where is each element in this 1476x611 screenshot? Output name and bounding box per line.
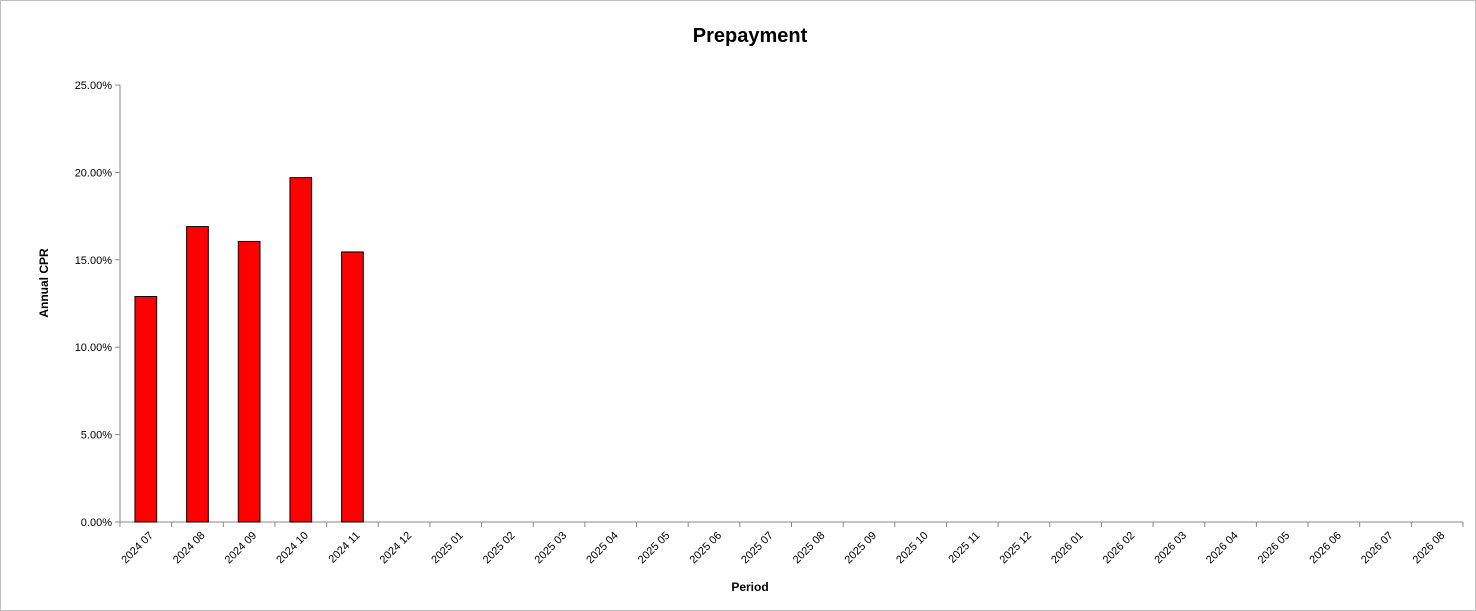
x-tick-label: 2026 07 <box>1359 530 1396 567</box>
x-tick-label: 2025 02 <box>481 530 518 567</box>
bar-2024-07 <box>134 296 158 523</box>
x-axis-title: Period <box>731 580 768 594</box>
x-tick-label: 2024 08 <box>171 530 208 567</box>
x-tick-label: 2024 07 <box>119 530 156 567</box>
bar-series <box>134 177 364 523</box>
x-tick-label: 2026 03 <box>1152 530 1189 567</box>
y-tick-label: 5.00% <box>81 430 112 442</box>
x-tick-label: 2026 08 <box>1411 530 1448 567</box>
x-tick-label: 2025 12 <box>997 530 1034 567</box>
x-tick-label: 2026 05 <box>1256 530 1293 567</box>
x-tick-label: 2024 09 <box>223 530 260 567</box>
bar-2024-08 <box>186 226 209 523</box>
x-tick-label: 2025 03 <box>533 530 570 567</box>
y-tick-label: 15.00% <box>75 255 113 267</box>
y-tick-label: 25.00% <box>75 80 113 92</box>
y-tick-label: 10.00% <box>75 342 113 354</box>
y-tick-label: 20.00% <box>75 167 113 179</box>
x-axis-ticks: 2024 07 2024 08 2024 09 2024 10 2024 11 2024 … <box>119 522 1464 567</box>
x-tick-label: 2025 04 <box>584 530 621 567</box>
x-tick-label: 2024 10 <box>274 530 311 567</box>
x-tick-label: 2026 06 <box>1307 530 1344 567</box>
x-tick-label: 2025 06 <box>688 530 725 567</box>
x-tick-label: 2025 07 <box>739 530 776 567</box>
x-tick-label: 2025 09 <box>842 530 879 567</box>
y-tick-label: 0.00% <box>81 517 112 529</box>
x-tick-label: 2025 01 <box>429 530 466 567</box>
x-tick-label: 2025 05 <box>636 530 673 567</box>
x-tick-label: 2025 11 <box>946 530 982 566</box>
x-tick-label: 2025 08 <box>791 530 828 567</box>
x-tick-label: 2026 04 <box>1204 530 1241 567</box>
x-tick-label: 2024 11 <box>327 530 363 566</box>
x-tick-label: 2026 01 <box>1049 530 1086 567</box>
x-tick-label: 2026 02 <box>1101 530 1138 567</box>
y-axis-ticks: 0.00% 5.00% 10.00% 15.00% 20.00% 25.00% <box>75 80 120 529</box>
chart-title: Prepayment <box>693 25 808 47</box>
bar-2024-11 <box>341 251 364 523</box>
bar-2024-10 <box>289 177 313 523</box>
x-tick-label: 2024 12 <box>378 530 415 567</box>
bar-2024-09 <box>237 240 261 523</box>
x-tick-label: 2025 10 <box>894 530 931 567</box>
y-axis-title: Annual CPR <box>37 248 51 318</box>
